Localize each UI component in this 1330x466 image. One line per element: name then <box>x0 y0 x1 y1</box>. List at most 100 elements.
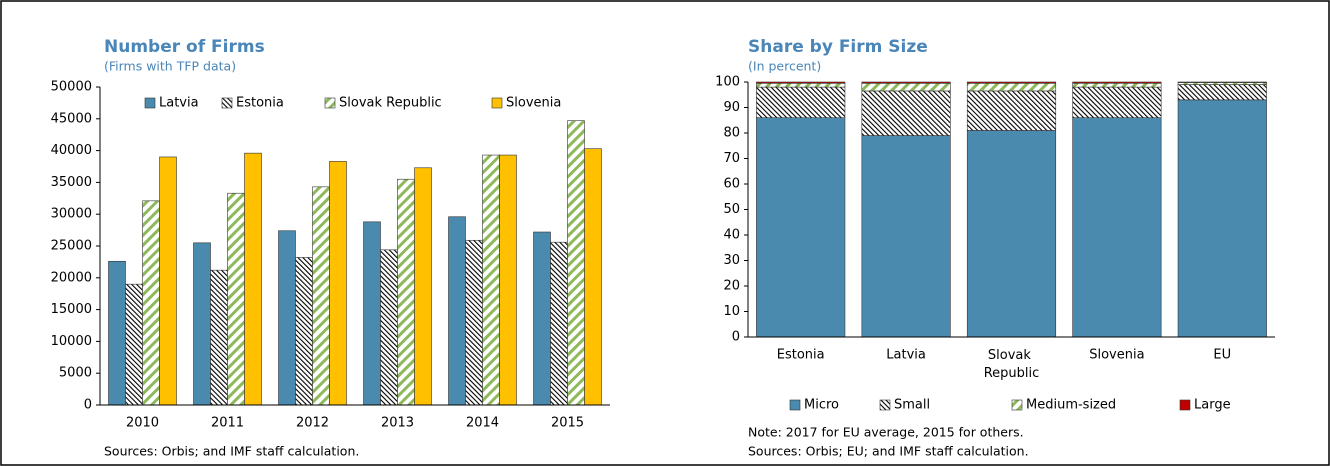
y-tick-label: 100 <box>715 75 740 90</box>
source: Sources: Orbis; and IMF staff calculatio… <box>104 444 359 459</box>
legend-swatch <box>144 97 156 109</box>
bar-segment <box>861 90 951 136</box>
bar-segment <box>756 117 846 338</box>
bar <box>278 230 296 406</box>
bar-segment <box>1072 81 1162 84</box>
bar <box>448 216 466 406</box>
y-tick-label: 0 <box>732 330 740 345</box>
legend-label: Small <box>894 398 930 413</box>
legend-swatch <box>221 97 233 109</box>
legend-label: Latvia <box>159 96 199 111</box>
bar <box>312 186 330 406</box>
x-tick-label: EU <box>1213 348 1231 363</box>
bar-segment <box>861 82 951 92</box>
y-tick-label: 30000 <box>51 207 92 222</box>
bar <box>227 192 245 406</box>
y-tick-label: 70 <box>723 151 740 166</box>
y-tick-label: 30 <box>723 253 740 268</box>
x-tick-label: 2010 <box>126 416 159 431</box>
legend-label: Slovenia <box>506 96 561 111</box>
bar <box>380 249 398 406</box>
bar-segment <box>966 130 1057 338</box>
x-tick-label: 2015 <box>551 416 584 431</box>
bar <box>125 283 143 406</box>
chart-title: Share by Firm Size <box>748 37 928 57</box>
bar <box>533 231 551 406</box>
x-tick-label: Estonia <box>777 348 825 363</box>
x-tick-label: Latvia <box>886 348 926 363</box>
bar-segment <box>1177 99 1267 338</box>
bar <box>363 221 381 406</box>
bar-segment <box>1072 82 1162 88</box>
x-tick-label: 2014 <box>466 416 499 431</box>
y-tick-label: 80 <box>723 126 740 141</box>
bar <box>295 257 313 406</box>
bar <box>567 120 585 406</box>
y-tick-label: 50 <box>723 202 740 217</box>
bar-segment <box>756 86 846 118</box>
y-tick-label: 15000 <box>51 302 92 317</box>
x-tick-label: Slovenia <box>1089 348 1144 363</box>
legend-label: Micro <box>804 398 839 413</box>
bar <box>482 154 500 406</box>
x-tick-label: 2013 <box>381 416 414 431</box>
bar <box>414 167 432 406</box>
y-tick-label: 10000 <box>51 334 92 349</box>
bar-segment <box>861 81 951 84</box>
chart-subtitle: (In percent) <box>748 59 821 74</box>
y-tick-label: 40000 <box>51 143 92 158</box>
bar-segment <box>966 90 1057 131</box>
bar-segment <box>966 81 1057 84</box>
legend-swatch <box>879 399 891 411</box>
bar <box>584 148 602 406</box>
legend-label: Estonia <box>236 96 284 111</box>
bar-segment <box>1177 82 1267 85</box>
y-tick-label: 50000 <box>51 80 92 95</box>
bar <box>550 241 568 406</box>
note: Note: 2017 for EU average, 2015 for othe… <box>748 425 1024 440</box>
bar <box>142 200 160 406</box>
y-tick-label: 35000 <box>51 175 92 190</box>
y-tick-label: 5000 <box>59 366 92 381</box>
bar <box>397 178 415 406</box>
y-tick-label: 20000 <box>51 270 92 285</box>
y-tick-label: 20 <box>723 279 740 294</box>
legend-swatch <box>491 97 503 109</box>
bar-segment <box>1072 117 1162 338</box>
bar <box>193 242 211 406</box>
legend-label: Slovak Republic <box>339 96 442 111</box>
y-tick-label: 0 <box>84 398 92 413</box>
legend-swatch <box>1179 399 1191 411</box>
x-tick-label: 2012 <box>296 416 329 431</box>
chart-title: Number of Firms <box>104 37 265 57</box>
y-tick-label: 10 <box>723 304 740 319</box>
legend-label: Medium-sized <box>1026 398 1116 413</box>
bar <box>108 260 126 406</box>
legend-swatch <box>1011 399 1023 411</box>
bar <box>465 239 483 406</box>
y-tick-label: 25000 <box>51 239 92 254</box>
x-tick-label: Slovak Republic <box>984 348 1040 381</box>
bar-segment <box>1072 86 1162 118</box>
y-tick-label: 40 <box>723 228 740 243</box>
source: Sources: Orbis; EU; and IMF staff calcul… <box>748 444 1029 459</box>
bar <box>210 269 228 406</box>
y-tick-label: 60 <box>723 177 740 192</box>
bar <box>499 154 517 406</box>
bar-segment <box>1177 81 1267 83</box>
legend-swatch <box>324 97 336 109</box>
bar <box>329 161 347 406</box>
x-tick-label: 2011 <box>211 416 244 431</box>
bar-segment <box>1177 84 1267 101</box>
bar-segment <box>756 81 846 84</box>
bar-segment <box>756 82 846 88</box>
y-tick-label: 90 <box>723 100 740 115</box>
bar <box>244 152 262 406</box>
legend-swatch <box>789 399 801 411</box>
y-tick-label: 45000 <box>51 111 92 126</box>
bar <box>159 156 177 406</box>
chart-subtitle: (Firms with TFP data) <box>104 59 236 74</box>
bar-segment <box>966 82 1057 92</box>
